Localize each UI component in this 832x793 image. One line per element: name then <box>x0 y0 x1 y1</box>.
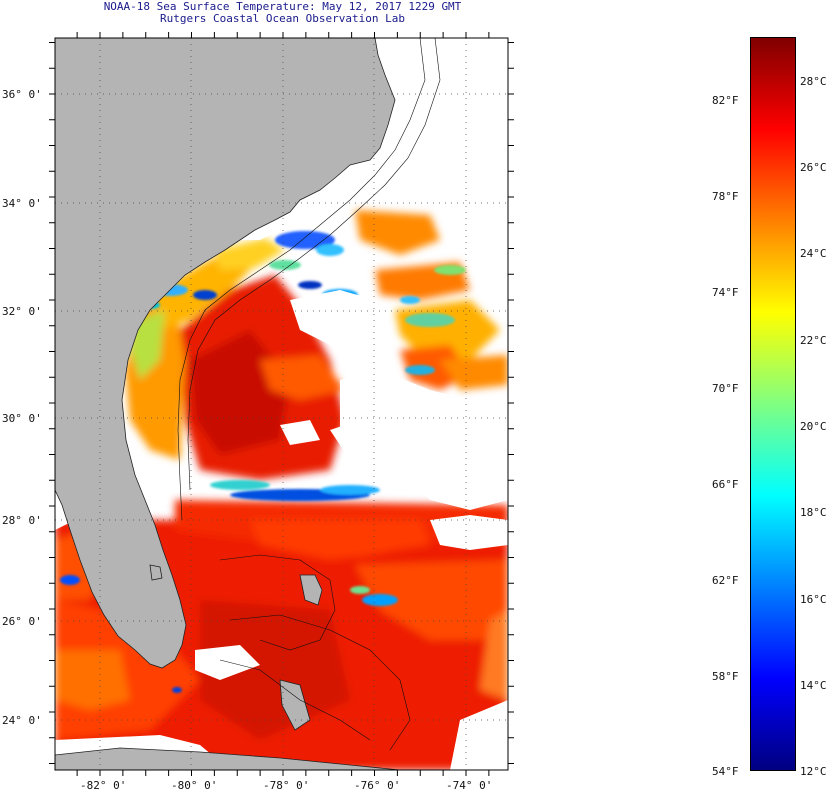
colorbar-label-f-58: 58°F <box>712 670 739 683</box>
colorbar-label-f-74: 74°F <box>712 286 739 299</box>
map-frame <box>54 37 509 771</box>
land-mass <box>55 38 396 669</box>
map-subtitle: Rutgers Coastal Ocean Observation Lab <box>159 12 406 25</box>
colorbar-label-f-78: 78°F <box>712 190 739 203</box>
colorbar-label-f-66: 66°F <box>712 478 739 491</box>
graticule-grid <box>55 38 508 770</box>
colorbar-label-c-22: 22°C <box>800 334 827 347</box>
latitude-label-26: 26° 0' <box>2 615 42 628</box>
latitude-label-34: 34° 0' <box>2 197 42 210</box>
latitude-label-36: 36° 0' <box>2 88 42 101</box>
map-ticks <box>49 32 514 776</box>
latitude-label-32: 32° 0' <box>2 305 42 318</box>
colorbar-label-c-20: 20°C <box>800 420 827 433</box>
colorbar-label-f-70: 70°F <box>712 382 739 395</box>
colorbar-label-c-18: 18°C <box>800 506 827 519</box>
colorbar-label-c-16: 16°C <box>800 593 827 606</box>
latitude-label-24: 24° 0' <box>2 714 42 727</box>
islands <box>55 564 401 770</box>
colorbar-label-f-82: 82°F <box>712 94 739 107</box>
colorbar-label-c-28: 28°C <box>800 75 827 88</box>
bathymetry-contours <box>177 38 441 751</box>
colorbar-label-c-26: 26°C <box>800 161 827 174</box>
colorbar-label-c-12: 12°C <box>800 765 827 778</box>
longitude-label-82: -82° 0' <box>80 779 127 792</box>
longitude-label-78: -78° 0' <box>263 779 310 792</box>
colorbar-label-c-14: 14°C <box>800 679 827 692</box>
longitude-label-80: -80° 0' <box>171 779 218 792</box>
colorbar-label-f-62: 62°F <box>712 574 739 587</box>
longitude-label-76: -76° 0' <box>354 779 401 792</box>
latitude-label-28: 28° 0' <box>2 514 42 527</box>
colorbar-label-c-24: 24°C <box>800 247 827 260</box>
map-title: NOAA-18 Sea Surface Temperature: May 12,… <box>103 0 462 13</box>
longitude-label-74: -74° 0' <box>446 779 493 792</box>
latitude-label-30: 30° 0' <box>2 412 42 425</box>
colorbar-label-f-54: 54°F <box>712 765 739 778</box>
temperature-colorbar <box>750 37 796 771</box>
